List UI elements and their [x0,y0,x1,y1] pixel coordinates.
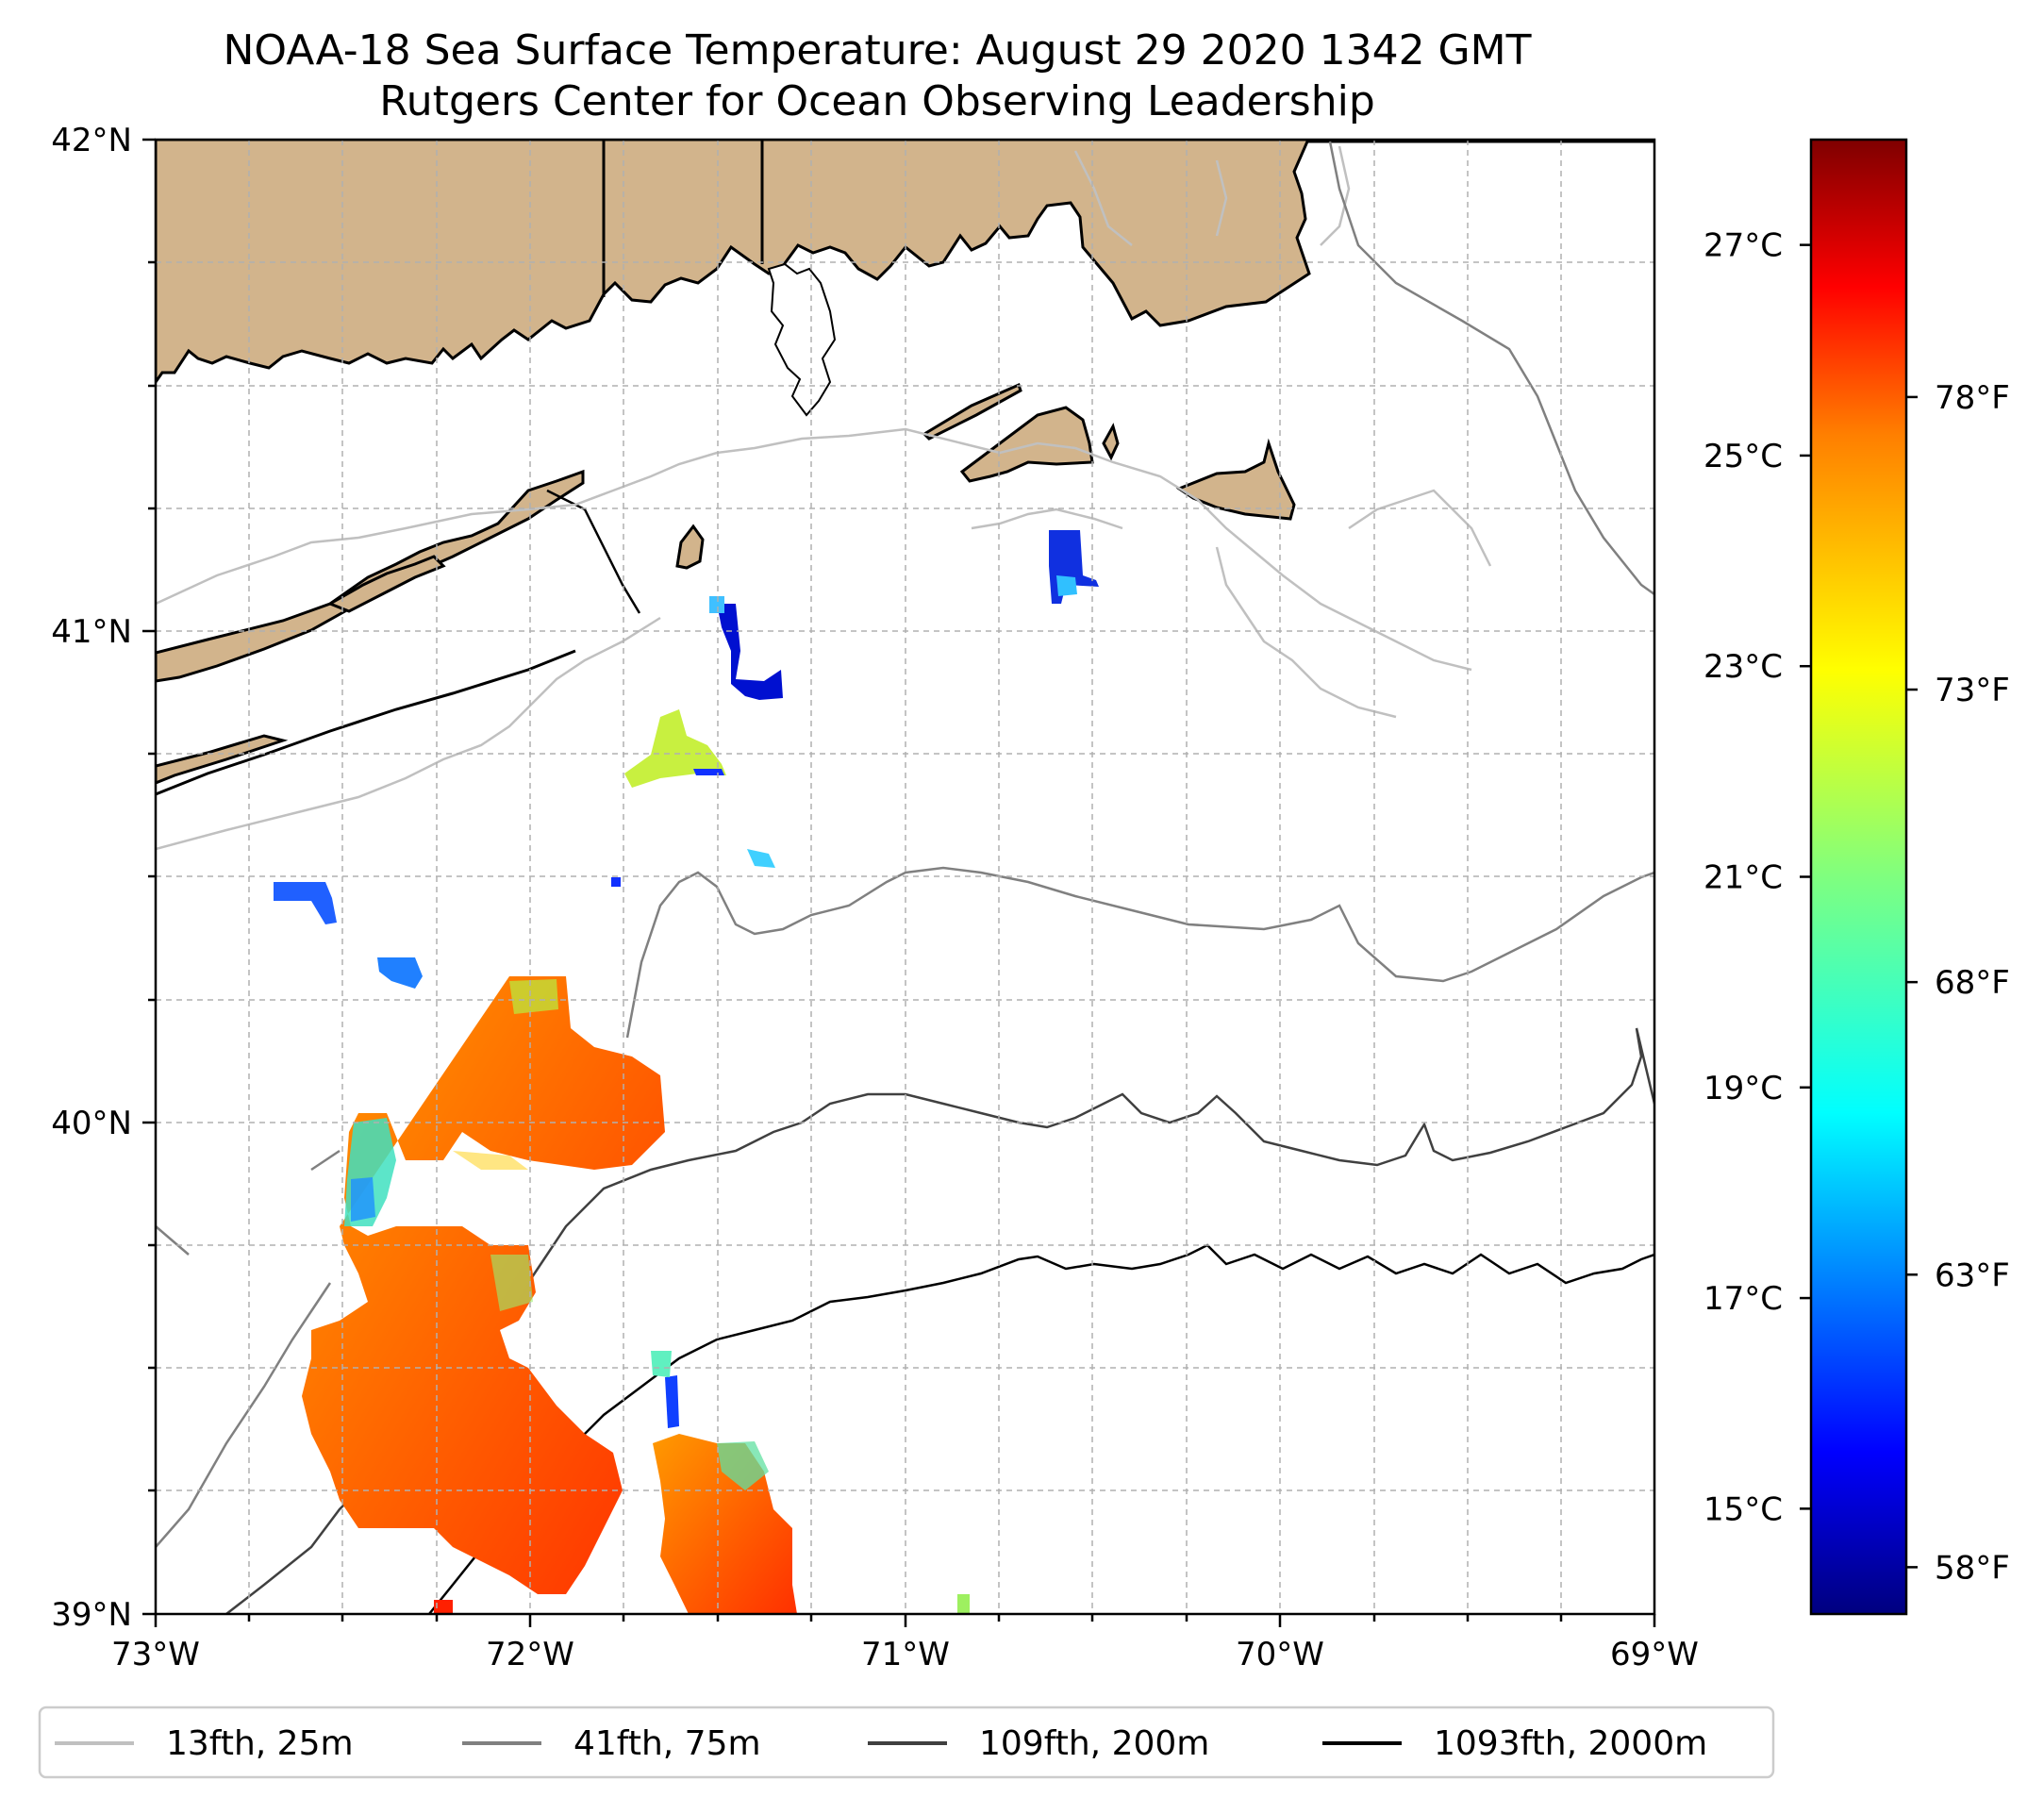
sst-patch-red-bottom [434,1600,453,1614]
legend-label-2000m: 1093fth, 2000m [1434,1724,1707,1763]
sst-patch-cyan-south [651,1351,672,1377]
colorbar-celsius-label: 27°C [1703,227,1783,265]
y-tick-label: 41°N [51,613,132,651]
sst-patch-blue-block [717,604,783,700]
x-tick-label: 71°W [861,1636,950,1673]
land-north-fork [326,555,446,613]
isobath-75m [156,141,1654,1548]
sst-patch-blue-west-2 [377,957,423,989]
colorbar-gradient [1809,138,1908,1616]
colorbar-celsius-label: 15°C [1703,1490,1783,1528]
sst-patch-green-bottom [957,1594,970,1614]
sst-patch-blue-west-1 [274,882,337,924]
land-nantucket [1175,438,1296,521]
colorbar-celsius-label: 21°C [1703,859,1783,897]
sst-patch-green-north [509,979,558,1014]
y-tick-label: 42°N [51,122,132,159]
colorbar-celsius-axis: 27°C 25°C 23°C 21°C 19°C 17°C 15°C [1703,227,1811,1528]
land-elizabeth-islands [922,382,1022,441]
li-ne-coast [156,649,576,796]
land-long-island [156,469,585,683]
colorbar-fahrenheit-axis: 78°F 73°F 68°F 63°F 58°F [1906,379,2010,1587]
map-title-line2: Rutgers Center for Ocean Observing Leade… [379,77,1375,125]
x-tick-label: 73°W [111,1636,200,1673]
ct-ri-line [546,489,641,614]
colorbar-celsius-label: 19°C [1703,1070,1783,1107]
land-block-island [675,524,705,570]
legend-label-200m: 109fth, 200m [979,1724,1209,1763]
map-panel [156,140,1654,1614]
land-small-island [1102,423,1120,461]
colorbar-celsius-label: 23°C [1703,648,1783,686]
x-tick-label: 69°W [1610,1636,1699,1673]
colorbar-fahrenheit-label: 78°F [1935,379,2010,417]
sst-patch-blue-edge-west [351,1177,375,1222]
sst-patch-blue-shelf [693,769,724,775]
legend-label-25m: 13fth, 25m [166,1724,354,1763]
sst-patch-green-mid [490,1255,533,1311]
narragansett-bay [767,262,837,417]
colorbar-fahrenheit-label: 63°F [1935,1256,2010,1294]
land-li-south-shore [156,734,289,785]
colorbar-celsius-label: 25°C [1703,438,1783,475]
state-boundary [602,140,764,297]
sst-patch-cool-south [717,1441,769,1490]
legend-label-75m: 41fth, 75m [573,1724,761,1763]
colorbar-fahrenheit-label: 73°F [1935,672,2010,709]
sst-patch-warm-south [653,1434,797,1614]
axis-ticks [142,138,1656,1627]
colorbar: 27°C 25°C 23°C 21°C 19°C 17°C 15°C 78°F 73°F 68°… [1703,138,2010,1616]
sst-patch-warm-main [302,976,665,1594]
sst-patch-cyan-block [709,596,724,613]
colorbar-fahrenheit-label: 58°F [1935,1549,2010,1587]
sst-patch-blue-tiny [611,877,621,887]
isobath-25m [156,145,1492,851]
y-tick-label: 39°N [51,1596,132,1634]
sst-patch-yellow-shelf [624,709,726,788]
colorbar-fahrenheit-label: 68°F [1935,964,2010,1002]
map-title-line1: NOAA-18 Sea Surface Temperature: August … [224,26,1532,75]
gridlines [156,140,1654,1614]
sst-data [274,530,1099,1614]
sst-patch-yellow-mid [453,1151,528,1170]
x-tick-label: 70°W [1236,1636,1324,1673]
x-tick-label: 72°W [486,1636,574,1673]
sst-patch-blue-south [665,1375,679,1428]
sst-patch-cyan-tiny [747,849,775,868]
depth-legend: 13fth, 25m 41fth, 75m 109fth, 200m 1093f… [38,1705,1775,1779]
colorbar-celsius-label: 17°C [1703,1280,1783,1318]
sst-patch-cyan-mv [1056,575,1077,596]
y-tick-label: 40°N [51,1105,132,1142]
